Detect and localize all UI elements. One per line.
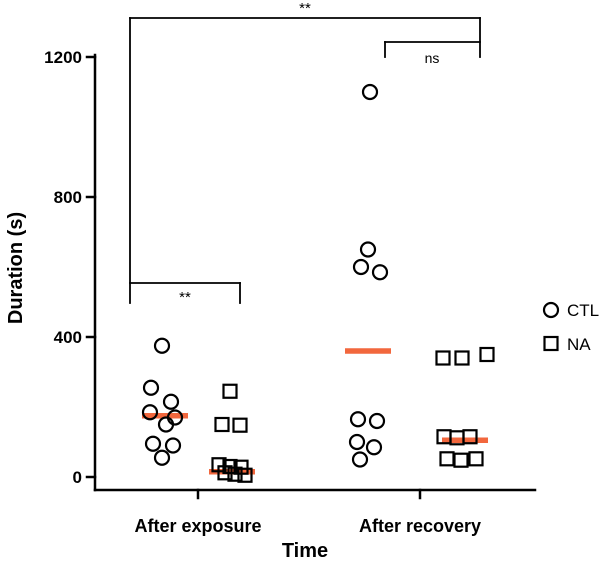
data-point-ctl	[164, 437, 182, 454]
data-point-ctl	[153, 449, 171, 466]
sig-label-overall: **	[299, 0, 311, 17]
y-tick-label: 800	[54, 188, 82, 207]
legend-na-marker-icon	[543, 335, 559, 352]
data-point-na	[214, 416, 230, 433]
median-line-ctl	[142, 413, 188, 419]
y-tick-label: 400	[54, 328, 82, 347]
data-point-na	[462, 429, 478, 445]
data-point-ctl	[348, 433, 366, 451]
data-point-ctl	[153, 337, 171, 354]
data-point-na	[479, 346, 495, 363]
legend-ctl-marker-icon	[542, 301, 560, 319]
data-point-ctl	[142, 379, 160, 396]
median-line-ctl	[345, 348, 391, 354]
data-point-ctl	[365, 439, 383, 456]
data-point-ctl	[351, 451, 369, 468]
x-category-label: After exposure	[134, 516, 261, 536]
median-line-na	[442, 437, 488, 443]
data-point-ctl	[371, 264, 389, 281]
data-point-na	[439, 451, 455, 467]
data-point-na	[232, 417, 248, 433]
y-axis-title: Duration (s)	[5, 212, 27, 324]
data-point-ctl	[144, 435, 162, 452]
sig-label-recovery: ns	[425, 50, 440, 66]
data-point-ctl	[359, 241, 377, 258]
y-tick-label: 1200	[44, 48, 82, 67]
data-point-ctl	[141, 404, 159, 421]
data-point-na	[435, 350, 451, 366]
data-point-na	[454, 350, 470, 366]
data-point-na	[217, 465, 233, 481]
legend-ctl-label: CTL	[567, 301, 599, 320]
data-point-na	[227, 466, 243, 482]
data-point-na	[237, 467, 253, 483]
sig-label-exposure: **	[179, 289, 191, 306]
data-point-na	[468, 451, 484, 467]
data-point-ctl	[157, 416, 175, 433]
x-axis-title: Time	[282, 540, 328, 562]
x-category-label: After recovery	[359, 516, 481, 536]
data-point-ctl	[352, 258, 370, 276]
data-point-ctl	[162, 393, 180, 410]
data-point-na	[222, 383, 238, 399]
legend: CTL NA	[542, 301, 599, 354]
data-point-ctl	[368, 412, 386, 430]
data-point-ctl	[349, 411, 367, 428]
data-point-ctl	[361, 83, 379, 101]
data-point-na	[453, 452, 469, 468]
y-tick-label: 0	[73, 468, 82, 487]
legend-na-label: NA	[567, 335, 591, 354]
